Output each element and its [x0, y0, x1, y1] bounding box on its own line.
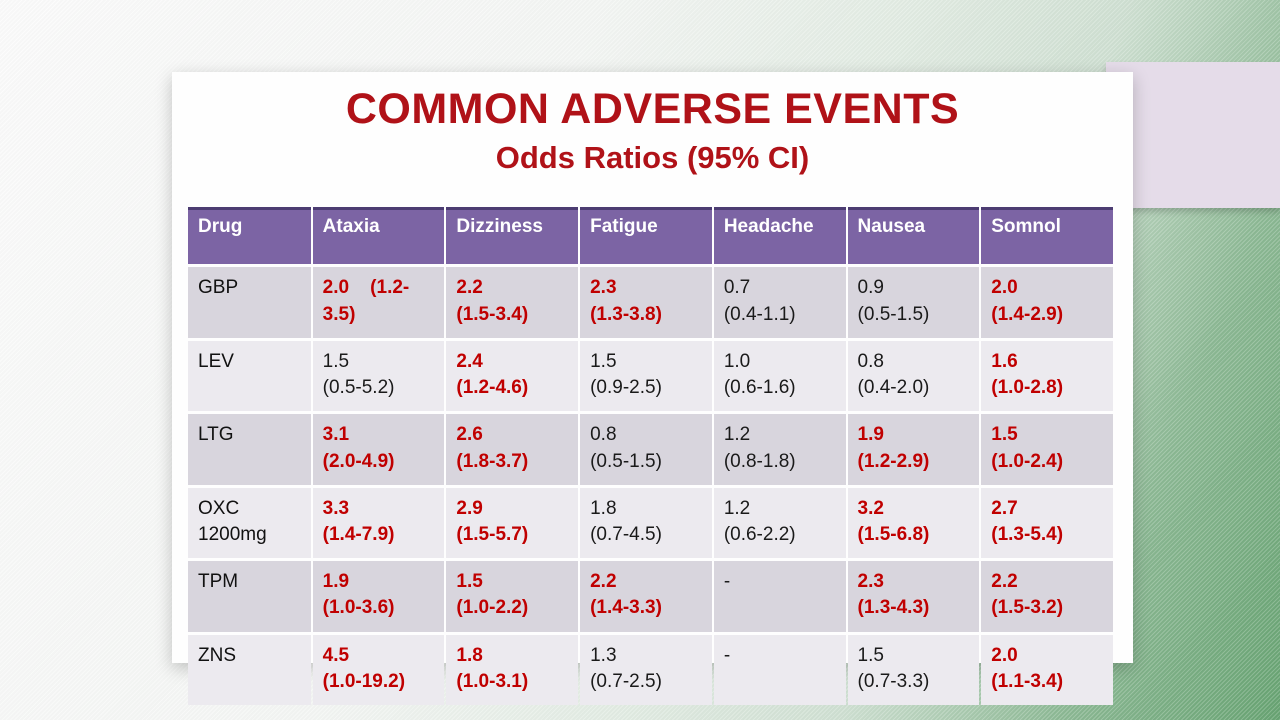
odds-ratio-cell: 3.3 (1.4-7.9): [312, 487, 445, 559]
table-row: LTG 3.1 (2.0-4.9) 2.6 (1.8-3.7) 0.8 (0.5-1.…: [188, 414, 1113, 485]
odds-ratio-cell: 0.8 (0.5-1.5): [580, 414, 712, 485]
odds-ratio-cell: 1.5 (1.0-2.4): [981, 414, 1113, 485]
odds-ratio-cell: 1.2 (0.6-2.2): [713, 487, 846, 559]
odds-ratio-cell: 2.3 (1.3-3.8): [580, 267, 712, 338]
adverse-events-table: Drug Ataxia Dizziness Fatigue Headache Nausea…: [186, 204, 1115, 708]
column-header-fatigue: Fatigue: [580, 207, 712, 265]
column-header-drug: Drug: [188, 207, 311, 265]
column-header-nausea: Nausea: [847, 207, 980, 265]
odds-ratio-cell: 1.5 (0.5-5.2): [312, 340, 445, 412]
odds-ratio-cell: 2.9 (1.5-5.7): [446, 487, 579, 559]
odds-ratio-cell: 1.8 (0.7-4.5): [580, 487, 712, 559]
odds-ratio-cell: 2.3 (1.3-4.3): [847, 561, 980, 632]
table-row: ZNS 4.5 (1.0-19.2) 1.8 (1.0-3.1) 1.3 (0.7-2…: [188, 634, 1113, 706]
odds-ratio-cell: 0.9 (0.5-1.5): [847, 267, 980, 338]
table-row: LEV 1.5 (0.5-5.2) 2.4 (1.2-4.6) 1.5 (0.9-2.…: [188, 340, 1113, 412]
drug-name: OXC 1200mg: [188, 487, 311, 559]
column-header-ataxia: Ataxia: [312, 207, 445, 265]
odds-ratio-cell: 1.8 (1.0-3.1): [446, 634, 579, 706]
drug-name: ZNS: [188, 634, 311, 706]
odds-ratio-cell: -: [713, 634, 846, 706]
odds-ratio-cell: 3.1 (2.0-4.9): [312, 414, 445, 485]
slide-title: COMMON ADVERSE EVENTS: [345, 85, 960, 133]
odds-ratio-cell: 2.2 (1.5-3.2): [981, 561, 1113, 632]
lavender-accent-box: [1106, 62, 1280, 208]
odds-ratio-cell: 1.9 (1.2-2.9): [847, 414, 980, 485]
table-row: OXC 1200mg 3.3 (1.4-7.9) 2.9 (1.5-5.7) 1.8 …: [188, 487, 1113, 559]
odds-ratio-cell: 2.0 (1.1-3.4): [981, 634, 1113, 706]
table-row: GBP 2.0 (1.2- 3.5) 2.2 (1.5-3.4) 2.3 (1.3-3…: [188, 267, 1113, 338]
odds-ratio-cell: 2.7 (1.3-5.4): [981, 487, 1113, 559]
odds-ratio-cell: 2.0 (1.2- 3.5): [312, 267, 445, 338]
odds-ratio-cell: 1.6 (1.0-2.8): [981, 340, 1113, 412]
column-header-somnol: Somnol: [981, 207, 1113, 265]
presentation-slide: COMMON ADVERSE EVENTS Odds Ratios (95% C…: [172, 72, 1133, 706]
odds-ratio-cell: 2.0 (1.4-2.9): [981, 267, 1113, 338]
odds-ratio-cell: 1.3 (0.7-2.5): [580, 634, 712, 706]
odds-ratio-cell: 2.4 (1.2-4.6): [446, 340, 579, 412]
odds-ratio-cell: 0.8 (0.4-2.0): [847, 340, 980, 412]
odds-ratio-cell: 1.9 (1.0-3.6): [312, 561, 445, 632]
odds-ratio-cell: 4.5 (1.0-19.2): [312, 634, 445, 706]
odds-ratio-cell: 0.7 (0.4-1.1): [713, 267, 846, 338]
table-body: GBP 2.0 (1.2- 3.5) 2.2 (1.5-3.4) 2.3 (1.3-3…: [188, 267, 1113, 706]
slide-subtitle: Odds Ratios (95% CI): [495, 140, 810, 176]
odds-ratio-cell: 2.2 (1.4-3.3): [580, 561, 712, 632]
odds-ratio-cell: 1.5 (1.0-2.2): [446, 561, 579, 632]
odds-ratio-cell: 1.0 (0.6-1.6): [713, 340, 846, 412]
column-header-dizziness: Dizziness: [446, 207, 579, 265]
odds-ratio-cell: 1.5 (0.7-3.3): [847, 634, 980, 706]
odds-ratio-cell: 3.2 (1.5-6.8): [847, 487, 980, 559]
drug-name: LEV: [188, 340, 311, 412]
drug-name: TPM: [188, 561, 311, 632]
table-row: TPM 1.9 (1.0-3.6) 1.5 (1.0-2.2) 2.2 (1.4-3.…: [188, 561, 1113, 632]
odds-ratio-cell: 1.2 (0.8-1.8): [713, 414, 846, 485]
drug-name: LTG: [188, 414, 311, 485]
odds-ratio-cell: 2.2 (1.5-3.4): [446, 267, 579, 338]
odds-ratio-cell: 2.6 (1.8-3.7): [446, 414, 579, 485]
odds-ratio-cell: -: [713, 561, 846, 632]
column-header-headache: Headache: [713, 207, 846, 265]
drug-name: GBP: [188, 267, 311, 338]
table-header-row: Drug Ataxia Dizziness Fatigue Headache Nausea…: [188, 207, 1113, 265]
odds-ratio-cell: 1.5 (0.9-2.5): [580, 340, 712, 412]
